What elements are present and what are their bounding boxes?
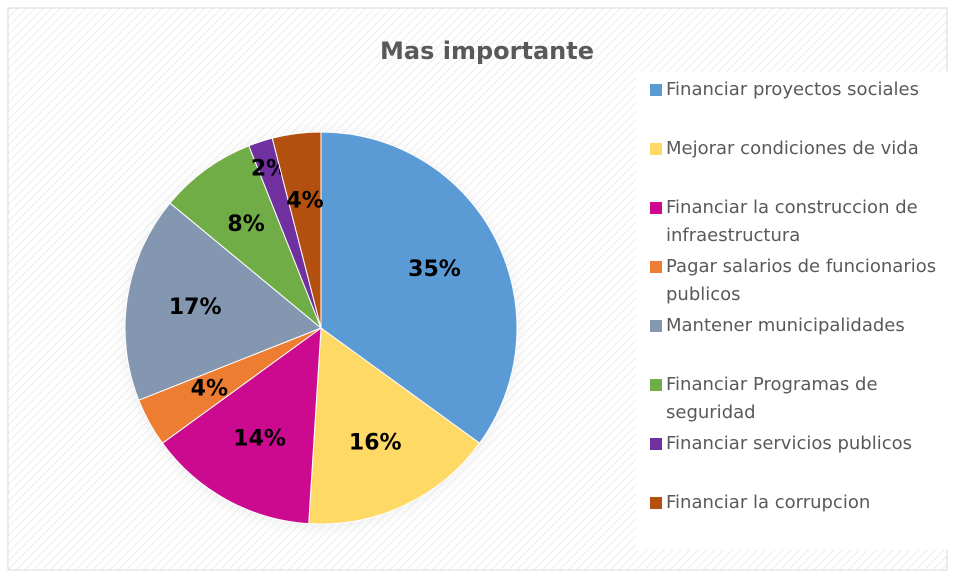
data-label: 4%: [286, 189, 323, 214]
legend-swatch: [650, 143, 662, 155]
data-label: 8%: [227, 212, 264, 237]
pie-slice: [308, 327, 481, 525]
legend-item: Mantener municipalidades: [636, 308, 948, 367]
data-label: 14%: [233, 427, 286, 452]
pie-slice: [320, 131, 518, 444]
legend-label: Financiar la construccion de infraestruc…: [666, 197, 918, 246]
legend-item: Financiar proyectos sociales: [636, 72, 948, 131]
legend-item: Financiar la corrupcion: [636, 485, 948, 544]
legend-label: Financiar Programas de seguridad: [666, 374, 878, 423]
legend-swatch: [650, 261, 662, 273]
legend-swatch: [650, 84, 662, 96]
legend-item: Financiar Programas de seguridad: [636, 367, 948, 426]
legend-label: Financiar servicios publicos: [666, 433, 913, 454]
legend-swatch: [650, 320, 662, 332]
pie-slice: [169, 145, 322, 329]
data-label: 35%: [408, 257, 461, 282]
legend-swatch: [650, 379, 662, 391]
pie: 35%16%14%4%17%8%2%4%: [124, 131, 518, 525]
pie-slice: [161, 326, 322, 525]
legend-item: Financiar la construccion de infraestruc…: [636, 190, 948, 249]
legend: Financiar proyectos sociales Mejorar cond…: [636, 72, 948, 550]
legend-label: Financiar proyectos sociales: [666, 79, 919, 100]
data-label: 16%: [349, 430, 402, 455]
legend-swatch: [650, 497, 662, 509]
legend-swatch: [650, 438, 662, 450]
legend-item: Financiar servicios publicos: [636, 426, 948, 485]
data-label: 17%: [169, 295, 222, 320]
legend-label: Pagar salarios de funcionarios publicos: [666, 256, 937, 305]
legend-label: Mejorar condiciones de vida: [666, 138, 919, 159]
legend-item: Pagar salarios de funcionarios publicos: [636, 249, 948, 308]
legend-swatch: [650, 202, 662, 214]
chart-title: Mas importante: [380, 37, 594, 65]
legend-item: Mejorar condiciones de vida: [636, 131, 948, 190]
legend-label: Mantener municipalidades: [666, 315, 905, 336]
legend-label: Financiar la corrupcion: [666, 492, 871, 513]
pie-slice: [124, 202, 322, 401]
data-label: 4%: [191, 376, 228, 401]
pie-slice: [271, 131, 322, 329]
